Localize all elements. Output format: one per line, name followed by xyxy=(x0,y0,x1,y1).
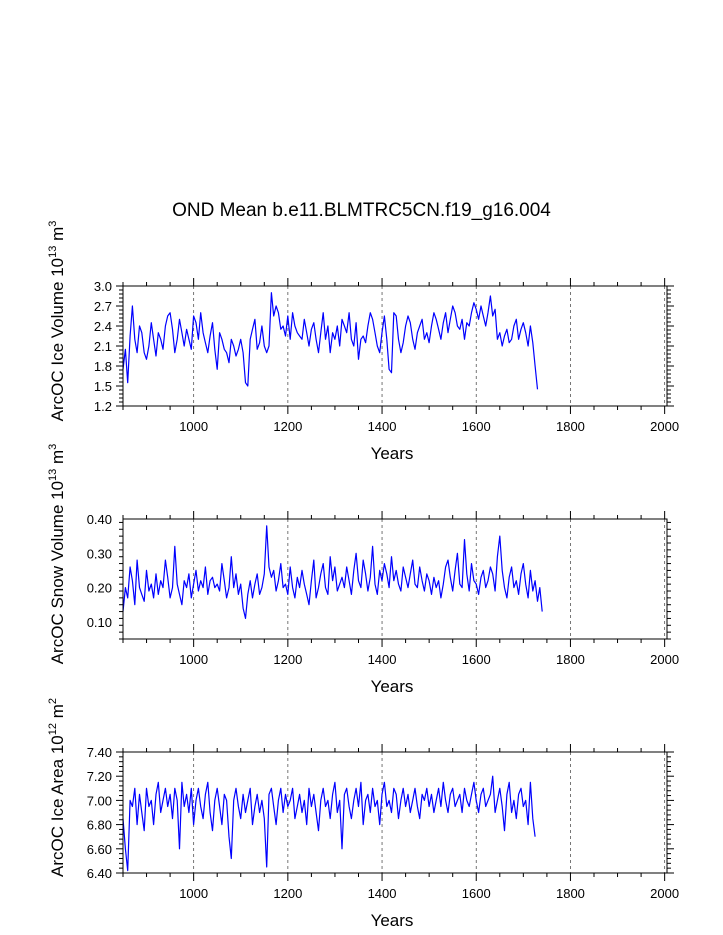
series-line-snow-volume xyxy=(122,525,543,620)
y-tick-label: 7.00 xyxy=(87,793,112,808)
x-tick-label: 1000 xyxy=(179,886,208,901)
y-tick-label: 2.1 xyxy=(94,339,112,354)
y-tick-label: 7.20 xyxy=(87,769,112,784)
y-tick-label: 1.8 xyxy=(94,359,112,374)
x-tick-label: 1000 xyxy=(179,652,208,667)
y-axis-title: ArcOC Snow Volume 1013 m3 xyxy=(47,444,67,665)
x-tick-label: 1800 xyxy=(556,886,585,901)
y-tick-label: 6.40 xyxy=(87,866,112,881)
plot-frame xyxy=(122,751,668,874)
y-tick-label: 0.10 xyxy=(87,615,112,630)
series-line-ice-area xyxy=(122,775,536,872)
x-tick-label: 1400 xyxy=(368,886,397,901)
x-tick-label: 1200 xyxy=(273,652,302,667)
x-tick-label: 2000 xyxy=(650,652,679,667)
y-axis-title: ArcOC Ice Volume 1013 m3 xyxy=(47,221,67,422)
y-tick-label: 6.80 xyxy=(87,818,112,833)
y-tick-label: 2.4 xyxy=(94,319,112,334)
y-tick-label: 3.0 xyxy=(94,279,112,294)
plot-frame xyxy=(122,518,668,640)
y-tick-label: 0.30 xyxy=(87,546,112,561)
x-tick-label: 1600 xyxy=(462,419,491,434)
plot-frame xyxy=(122,285,668,407)
y-tick-label: 1.5 xyxy=(94,379,112,394)
x-tick-label: 1000 xyxy=(179,419,208,434)
panel-ice-area: 1000 1200 1400 1600 1800 2000 6.40 6.60 6.80 7.00… xyxy=(47,698,679,930)
y-tick-label: 6.60 xyxy=(87,842,112,857)
y-tick-label: 7.40 xyxy=(87,745,112,760)
x-tick-label: 1400 xyxy=(368,652,397,667)
x-tick-label: 1800 xyxy=(556,652,585,667)
x-tick-label: 2000 xyxy=(650,419,679,434)
x-axis-title: Years xyxy=(371,677,414,696)
x-axis-title: Years xyxy=(371,444,414,463)
y-tick-label: 0.20 xyxy=(87,581,112,596)
x-tick-label: 1800 xyxy=(556,419,585,434)
y-tick-label: 2.7 xyxy=(94,299,112,314)
y-tick-label: 1.2 xyxy=(94,399,112,414)
panel-snow-volume: 1000 1200 1400 1600 1800 2000 0.10 0.20 0.30 0.40… xyxy=(47,444,679,696)
x-tick-label: 1400 xyxy=(368,419,397,434)
x-axis-title: Years xyxy=(371,911,414,930)
series-line-ice-volume xyxy=(122,292,539,390)
x-tick-label: 1600 xyxy=(462,886,491,901)
x-tick-label: 1600 xyxy=(462,652,491,667)
y-tick-label: 0.40 xyxy=(87,512,112,527)
x-tick-label: 1200 xyxy=(273,419,302,434)
x-tick-label: 2000 xyxy=(650,886,679,901)
chart-title: OND Mean b.e11.BLMTRC5CN.f19_g16.004 xyxy=(172,200,551,221)
panel-ice-volume: 1000 1200 1400 1600 1800 2000 1.2 1.5 1.8 2.1 2.4 2… xyxy=(47,221,679,463)
x-tick-label: 1200 xyxy=(273,886,302,901)
y-axis-title: ArcOC Ice Area 1012 m2 xyxy=(47,698,67,877)
